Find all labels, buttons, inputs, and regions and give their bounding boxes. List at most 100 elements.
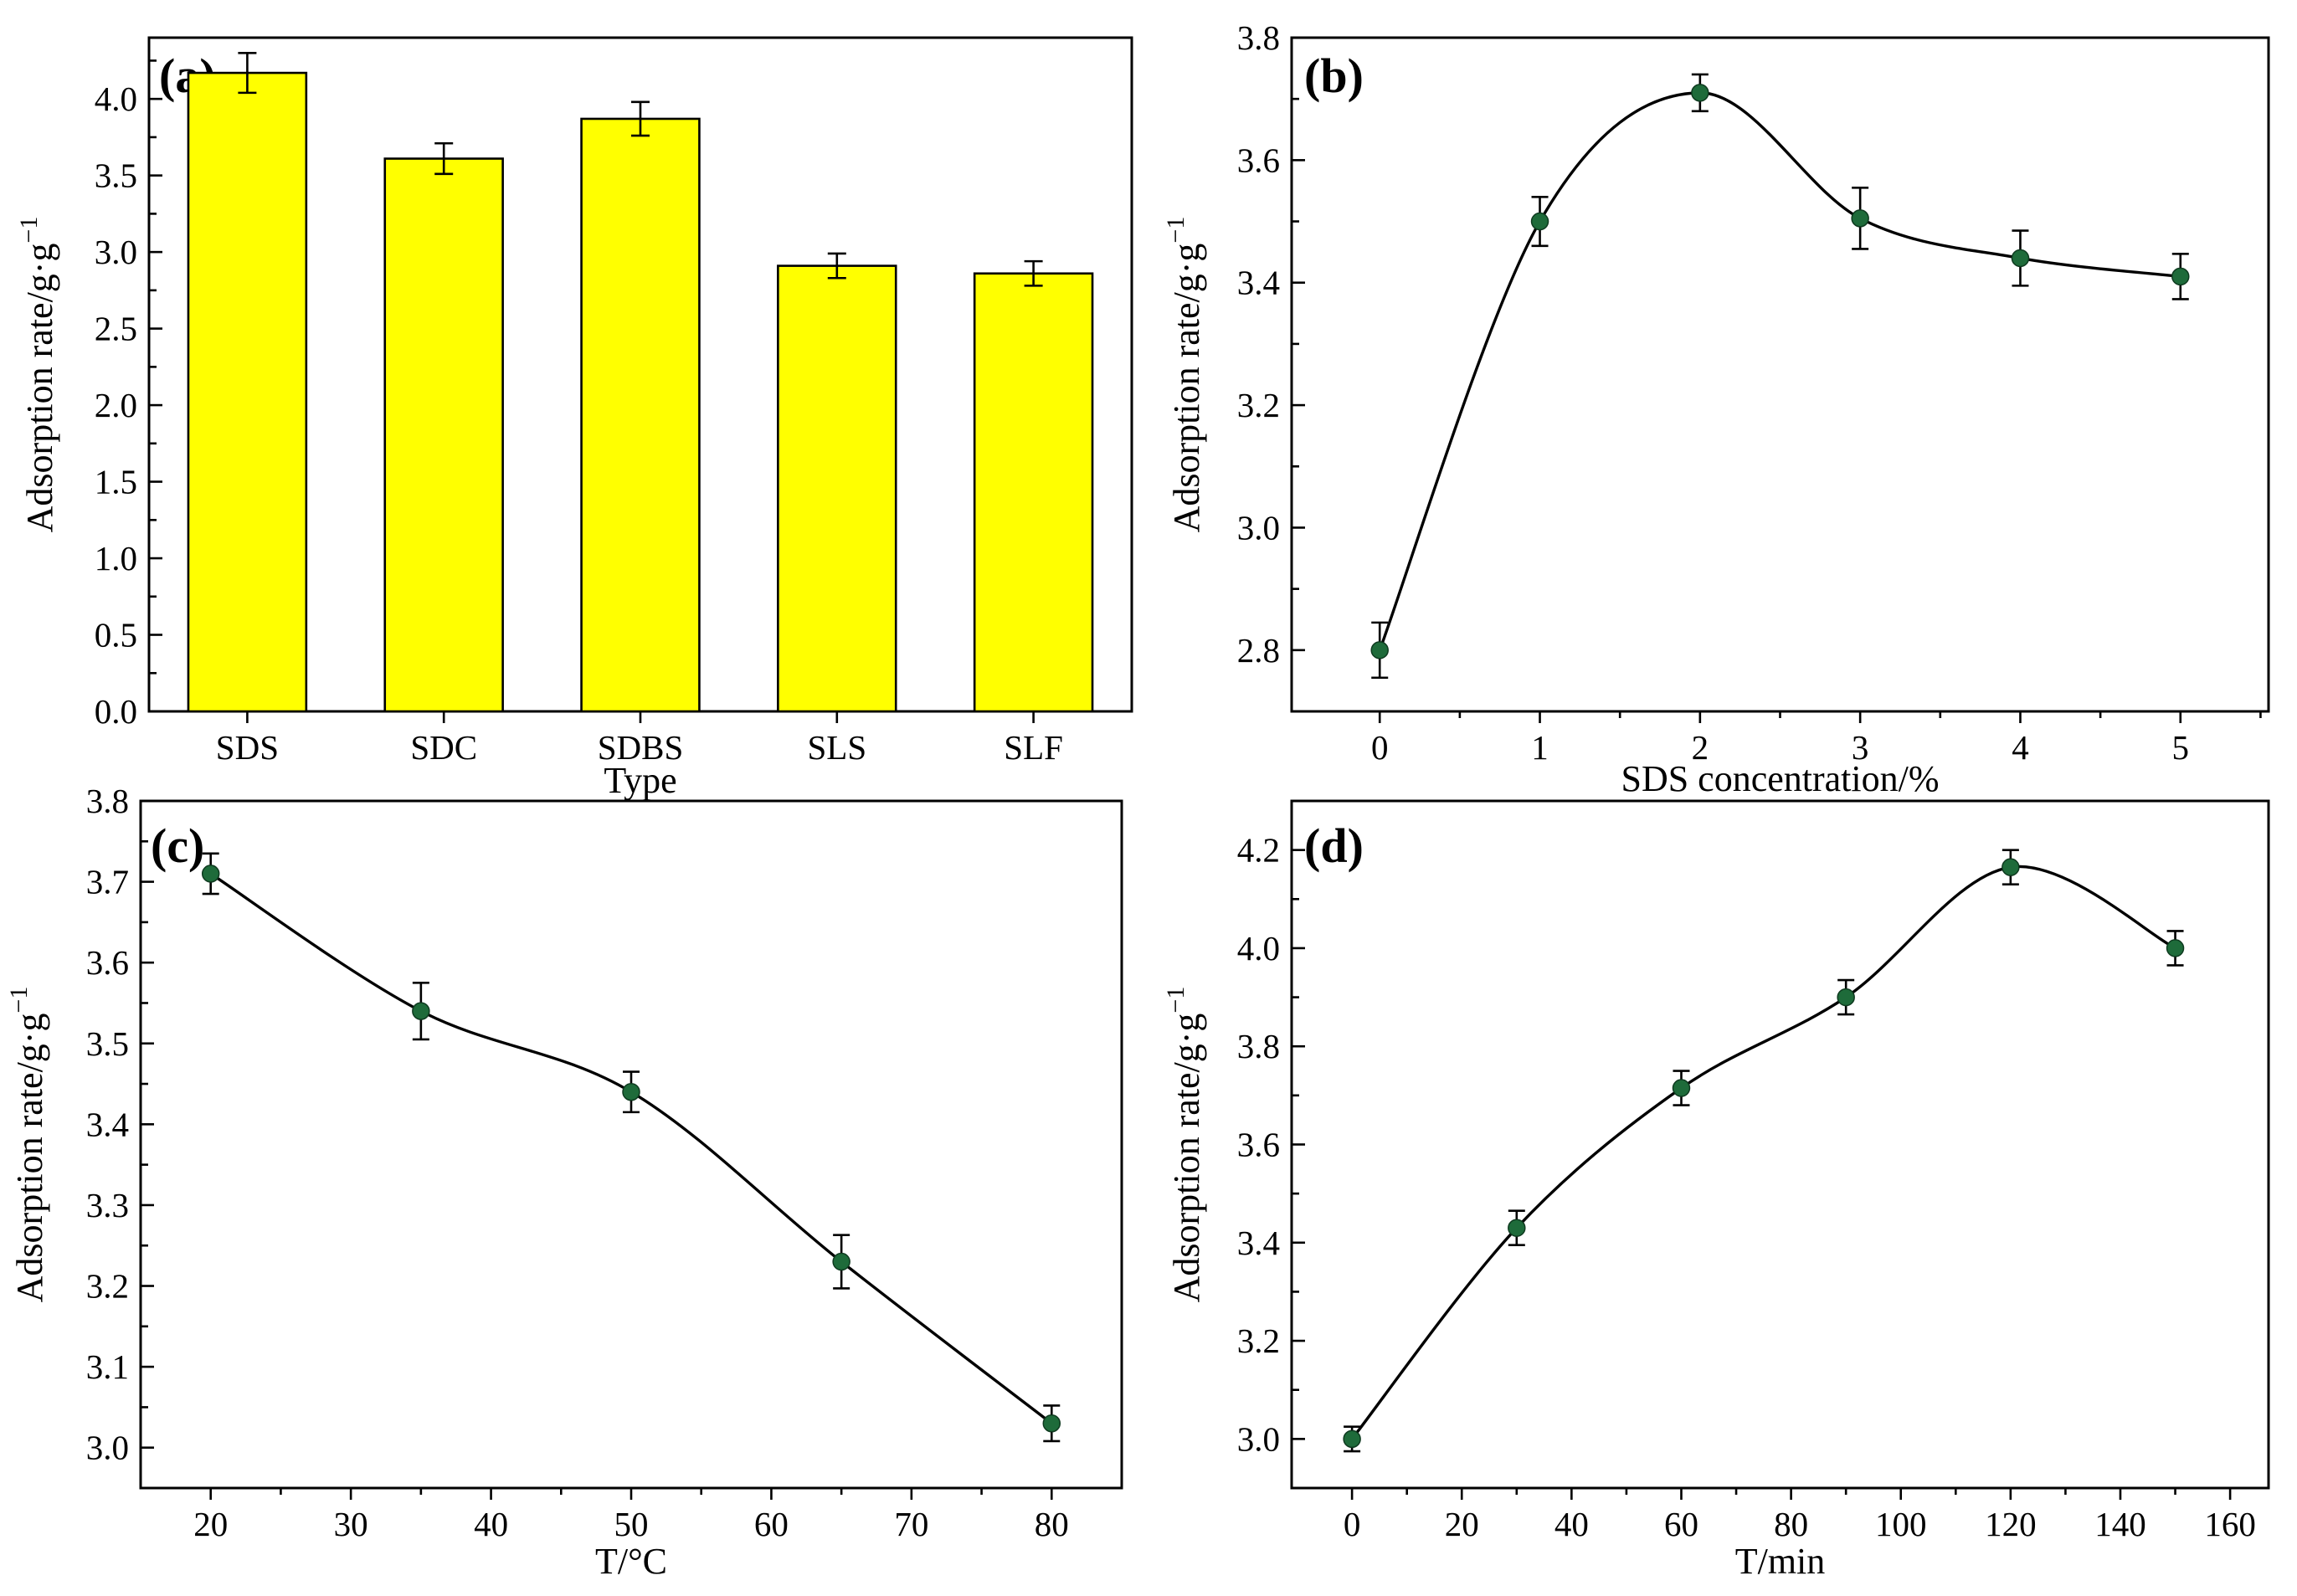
data-point	[832, 1252, 850, 1271]
y-tick-label: 3.8	[1237, 1027, 1280, 1065]
x-tick-label: SLS	[807, 728, 866, 767]
y-tick-label: 1.5	[95, 463, 137, 501]
x-tick-label: 30	[334, 1505, 368, 1543]
x-tick-label: 140	[2094, 1505, 2146, 1543]
x-tick-label: 0	[1371, 728, 1389, 767]
y-tick-label: 3.0	[95, 233, 137, 271]
y-tick-label: 3.4	[86, 1105, 129, 1143]
y-axis-label-text: Adsorption rate/g·g	[1166, 1014, 1207, 1303]
data-point	[1370, 641, 1389, 659]
data-point	[622, 1082, 640, 1101]
y-tick-label: 2.5	[95, 310, 137, 348]
y-tick-label: 2.0	[95, 386, 137, 424]
y-tick-label: 3.6	[1237, 141, 1280, 179]
y-tick-label: 1.0	[95, 539, 137, 577]
x-tick-label: 3	[1852, 728, 1869, 767]
data-point	[1508, 1219, 1526, 1237]
bar-SDBS	[580, 117, 701, 713]
x-tick-label: 1	[1531, 728, 1549, 767]
y-tick-label: 0.5	[95, 616, 137, 654]
data-point	[1672, 1079, 1691, 1097]
y-tick-label: 3.0	[86, 1429, 129, 1467]
chart-panel-2: 2.8 3.0 3.2 3.4 3.6 3.8 0 1 2 3 4 5 SDS concentratio…	[1162, 18, 2270, 799]
y-tick-label: 3.5	[95, 157, 137, 195]
data-point	[2011, 249, 2030, 268]
x-tick-label: SDC	[410, 728, 477, 767]
x-tick-label: 80	[1035, 1505, 1069, 1543]
y-axis-label-superscript: −1	[5, 987, 33, 1014]
y-axis-label: Adsorption rate/g·g−1	[5, 987, 50, 1303]
x-tick-label: 70	[894, 1505, 928, 1543]
y-axis-label: Adsorption rate/g·g−1	[15, 217, 60, 533]
data-point	[1530, 212, 1549, 231]
y-tick-label: 3.6	[86, 943, 129, 982]
plot-frame	[139, 799, 1123, 1490]
x-tick-label: 40	[1554, 1505, 1589, 1543]
y-axis-label: Adsorption rate/g·g−1	[1162, 987, 1207, 1303]
x-tick-label: 20	[1445, 1505, 1479, 1543]
y-axis-label-superscript: −1	[15, 217, 43, 244]
y-tick-label: 3.8	[86, 782, 129, 820]
x-tick-label: 120	[1985, 1505, 2037, 1543]
y-axis-label-text: Adsorption rate/g·g	[1166, 244, 1207, 533]
x-tick-label: 60	[1664, 1505, 1698, 1543]
data-point	[412, 1002, 430, 1020]
series-line	[1378, 91, 2181, 651]
bar-SDC	[383, 157, 504, 713]
y-tick-label: 3.4	[1237, 1224, 1280, 1262]
y-tick-label: 4.2	[1237, 831, 1280, 870]
y-tick-label: 3.6	[1237, 1126, 1280, 1164]
y-tick-label: 0.0	[95, 692, 137, 731]
y-tick-label: 4.0	[1237, 929, 1280, 967]
x-tick-label: 4	[2012, 728, 2029, 767]
x-axis-label: T/°C	[595, 1541, 667, 1582]
series-line	[1350, 865, 2176, 1440]
x-tick-label: 160	[2204, 1505, 2256, 1543]
x-tick-label: 2	[1692, 728, 1709, 767]
x-tick-label: 20	[193, 1505, 228, 1543]
data-point	[201, 865, 220, 883]
y-axis-label-superscript: −1	[1162, 987, 1190, 1014]
y-tick-label: 3.2	[1237, 1321, 1280, 1360]
y-tick-label: 3.3	[86, 1186, 129, 1224]
data-point	[2002, 858, 2020, 876]
x-tick-label: SLF	[1004, 728, 1063, 767]
data-point	[1343, 1429, 1361, 1449]
data-point	[1837, 988, 1855, 1007]
data-point	[2171, 267, 2190, 286]
x-axis-label: T/min	[1735, 1541, 1826, 1582]
x-tick-label: 40	[474, 1505, 508, 1543]
y-tick-label: 3.0	[1237, 508, 1280, 547]
x-tick-label: SDBS	[598, 728, 684, 767]
panel-label: (c)	[151, 819, 204, 873]
chart-panel-4: 3.0 3.2 3.4 3.6 3.8 4.0 4.2 0 20 40 60 80 100 120 140 1…	[1162, 799, 2270, 1582]
y-axis-label-text: Adsorption rate/g·g	[9, 1014, 50, 1303]
y-tick-label: 2.8	[1237, 631, 1280, 670]
x-tick-label: SDS	[216, 728, 279, 767]
y-tick-label: 3.1	[86, 1347, 129, 1386]
y-tick-label: 3.8	[1237, 18, 1280, 57]
data-point	[1691, 84, 1709, 102]
data-point	[1042, 1414, 1061, 1433]
y-tick-label: 3.0	[1237, 1419, 1280, 1458]
data-point	[1851, 209, 1869, 228]
bar-SDS	[187, 71, 308, 713]
y-axis-label-superscript: −1	[1162, 217, 1190, 244]
series-line	[209, 872, 1053, 1425]
plot-frame	[1290, 799, 2270, 1490]
y-axis-label: Adsorption rate/g·g−1	[1162, 217, 1207, 533]
x-tick-label: 100	[1875, 1505, 1927, 1543]
y-tick-label: 3.7	[86, 863, 129, 901]
panel-label: (d)	[1304, 819, 1364, 873]
y-tick-label: 3.2	[86, 1267, 129, 1306]
y-tick-label: 3.5	[86, 1024, 129, 1063]
bar-SLS	[777, 264, 897, 713]
bar-SLF	[973, 272, 1094, 713]
x-axis-label: SDS concentration/%	[1621, 758, 1939, 799]
chart-panel-3: 3.0 3.1 3.2 3.3 3.4 3.5 3.6 3.7 3.8 20 30 40 50 60 70 8…	[5, 782, 1123, 1582]
y-axis-label-text: Adsorption rate/g·g	[19, 244, 60, 533]
chart-panel-1: 0.0 0.5 1.0 1.5 2.0 2.5 3.0 3.5 4.0 SDS SDC SDBS SLS…	[15, 36, 1133, 801]
x-tick-label: 50	[614, 1505, 649, 1543]
x-tick-label: 0	[1344, 1505, 1361, 1543]
